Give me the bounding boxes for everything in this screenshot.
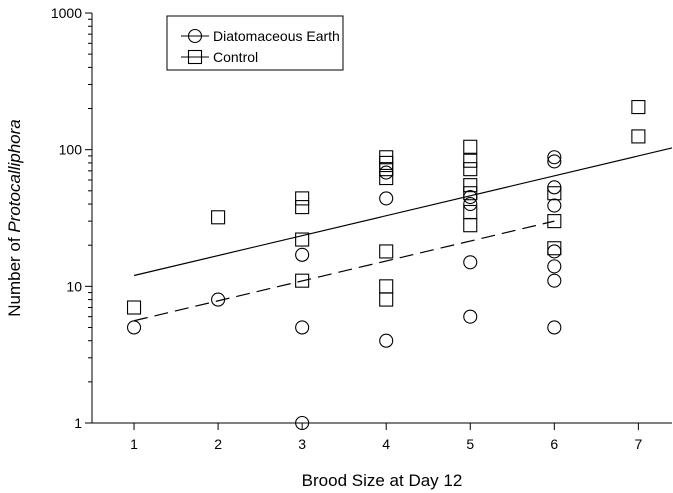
control-point — [295, 191, 310, 206]
control-point — [379, 170, 394, 186]
diatomaceous-point — [547, 244, 562, 259]
control-point — [547, 214, 562, 229]
x-tick-label: 1 — [130, 436, 138, 452]
control-point — [463, 153, 478, 168]
legend: Diatomaceous Earth Control — [166, 15, 344, 71]
control-fit-line — [133, 220, 555, 322]
control-point — [547, 241, 562, 256]
control-point — [463, 139, 478, 154]
control-point — [463, 178, 478, 193]
diatomaceous-point — [379, 165, 394, 180]
diatomaceous-point — [463, 309, 478, 324]
y-axis-title-prefix: Number of — [5, 233, 24, 317]
y-tick-label: 1 — [74, 415, 82, 431]
legend-box — [166, 15, 344, 71]
diatomaceous-point — [547, 273, 562, 288]
plot-frame — [91, 13, 672, 424]
x-tick-label: 5 — [466, 436, 474, 452]
legend-label: Control — [213, 49, 258, 65]
control-point — [631, 129, 646, 144]
data-markers — [126, 100, 646, 431]
diatomaceous-point — [379, 191, 394, 206]
x-axis-ticks: 1 2 3 4 5 6 7 — [130, 423, 642, 452]
control-point — [463, 162, 478, 177]
control-point — [126, 300, 142, 315]
control-point — [379, 292, 394, 307]
legend-item: Control — [181, 49, 258, 65]
control-point — [295, 200, 310, 215]
legend-label: Diatomaceous Earth — [213, 28, 340, 44]
control-point — [379, 244, 394, 259]
diatomaceous-point — [295, 415, 310, 431]
y-tick-label: 100 — [59, 142, 83, 158]
diatomaceous-point — [547, 180, 562, 195]
x-tick-label: 4 — [382, 436, 390, 452]
control-point — [379, 162, 394, 177]
diatomaceous-point — [547, 154, 562, 169]
y-axis-ticks: 1 10 100 1000 — [51, 5, 92, 431]
control-point — [295, 273, 310, 288]
x-axis-title: Brood Size at Day 12 — [302, 471, 463, 490]
y-axis-title-italic: Protocalliphora — [5, 119, 24, 232]
diatomaceous-point — [547, 259, 562, 274]
diatomaceous-point — [547, 150, 562, 165]
y-tick-label: 1000 — [51, 5, 82, 21]
diatomaceous-point — [211, 292, 226, 307]
diatomaceous-point — [295, 320, 310, 335]
control-point — [463, 204, 478, 220]
diatomaceous-point — [463, 197, 478, 212]
control-point — [295, 232, 310, 247]
control-point — [379, 150, 394, 165]
x-tick-label: 2 — [214, 436, 222, 452]
control-point — [379, 279, 394, 294]
control-point — [547, 186, 562, 201]
y-axis-title: Number of Protocalliphora — [5, 119, 24, 317]
y-tick-label: 10 — [66, 278, 82, 294]
diatomaceous-fit-line — [133, 147, 673, 277]
fit-lines — [133, 147, 673, 322]
control-point — [463, 186, 478, 201]
diatomaceous-point — [379, 333, 394, 348]
x-tick-label: 3 — [298, 436, 306, 452]
x-tick-label: 6 — [550, 436, 558, 452]
diatomaceous-point — [463, 255, 478, 270]
control-point — [631, 100, 646, 115]
legend-item: Diatomaceous Earth — [181, 28, 340, 44]
control-point — [211, 210, 226, 225]
diatomaceous-point — [547, 198, 562, 213]
diatomaceous-point — [126, 320, 142, 335]
control-point — [463, 218, 478, 233]
diatomaceous-point — [295, 247, 310, 262]
legend-square-marker — [187, 49, 203, 65]
diatomaceous-point — [547, 320, 562, 335]
legend-circle-marker — [187, 28, 203, 44]
x-tick-label: 7 — [634, 436, 642, 452]
